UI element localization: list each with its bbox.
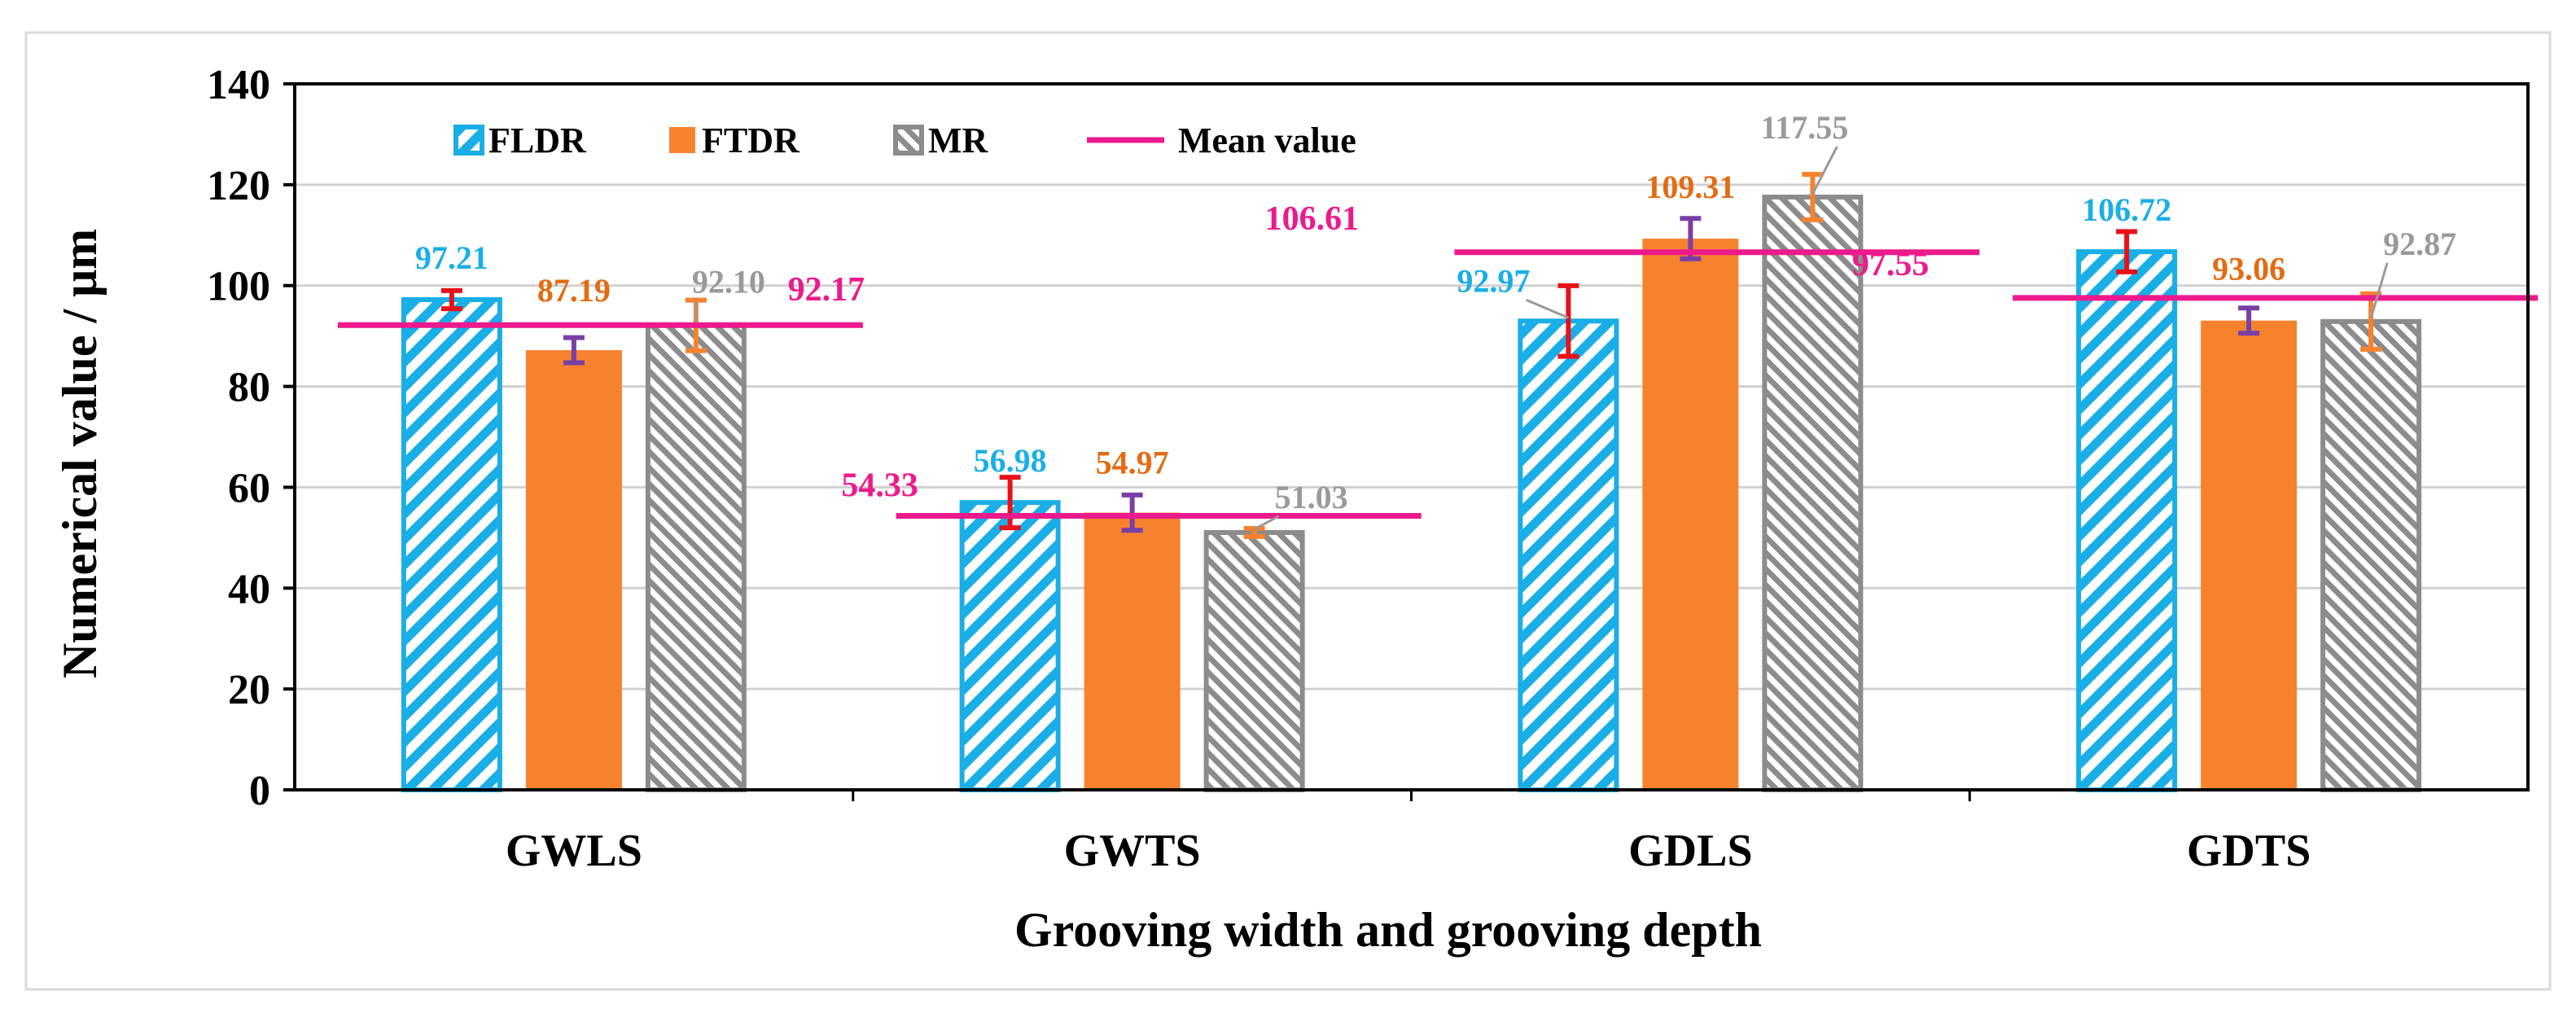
bar-fldr-gdls <box>1518 318 1619 792</box>
legend: FLDR FTDR MR Mean value <box>453 121 1356 160</box>
bar-ftdr-gdts <box>2201 320 2298 790</box>
label-leader <box>1812 146 1838 195</box>
bar-ftdr-gdls <box>1642 239 1739 790</box>
legend-swatch <box>893 125 924 156</box>
mean-label: 97.55 <box>1852 246 1930 283</box>
data-label-mr: 92.10 <box>692 264 765 300</box>
y-tick-label: 20 <box>228 667 270 713</box>
data-label-mr: 92.87 <box>2383 226 2456 262</box>
data-label-ftdr: 93.06 <box>2212 251 2285 287</box>
data-label-ftdr: 54.97 <box>1096 445 1169 481</box>
legend-label: FLDR <box>488 121 587 160</box>
mean-label: 54.33 <box>841 467 918 505</box>
bar-fldr-gwls <box>401 296 502 792</box>
legend-swatch <box>669 127 695 153</box>
bar-ftdr-gwts <box>1084 512 1181 790</box>
y-axis-title: Numerical value / μm <box>53 229 107 678</box>
axes: 0 20 40 60 80 100 120 140 GWLS GWTS GDLS GDTS <box>207 62 2311 876</box>
y-tick-label: 80 <box>228 365 270 411</box>
y-tick-label: 120 <box>207 163 270 209</box>
x-category-label: GDLS <box>1628 826 1753 876</box>
error-bar-ftdr-gwls <box>563 335 585 366</box>
data-label-fldr: 92.97 <box>1457 262 1530 299</box>
bar-mr-gdls <box>1762 195 1864 792</box>
legend-item: MR <box>893 121 989 160</box>
data-label-mr: 117.55 <box>1760 109 1848 146</box>
bar-mr-gdts <box>2320 318 2422 792</box>
error-bar-fldr-gdts <box>2116 229 2138 274</box>
bar-mr-gwls <box>645 322 747 792</box>
error-bar-fldr-gwts <box>999 475 1021 531</box>
bar-mr-gwts <box>1203 529 1305 793</box>
legend-swatch <box>453 125 484 156</box>
label-leader <box>2369 262 2389 319</box>
error-bar-ftdr-gwts <box>1121 492 1143 533</box>
data-label-fldr: 97.21 <box>415 239 488 276</box>
data-label-ftdr: 87.19 <box>537 272 611 309</box>
x-category-label: GDTS <box>2187 826 2311 876</box>
y-tick-label: 100 <box>207 264 270 310</box>
legend-item: Mean value <box>1087 121 1356 160</box>
data-labels: 97.21 56.98 92.97 106.72 87.19 54.97 109.31 93.… <box>415 109 2456 531</box>
label-leader <box>1253 515 1280 531</box>
error-bar-ftdr-gdts <box>2238 305 2260 336</box>
mean-label: 92.17 <box>788 271 865 309</box>
bar-ftdr-gwls <box>525 350 622 790</box>
legend-label: FTDR <box>702 121 800 160</box>
legend-label: MR <box>928 121 989 160</box>
data-label-fldr: 56.98 <box>974 442 1047 479</box>
data-label-fldr: 106.72 <box>2082 191 2171 228</box>
y-tick-label: 60 <box>228 465 270 511</box>
x-category-label: GWLS <box>506 826 642 876</box>
bar-fldr-gdts <box>2076 249 2178 793</box>
error-bar-fldr-gwls <box>440 287 462 312</box>
mean-label: 106.61 <box>1265 200 1360 238</box>
legend-label: Mean value <box>1178 121 1356 160</box>
y-tick-label: 140 <box>207 62 270 108</box>
bar-fldr-gwts <box>959 500 1061 792</box>
data-label-mr: 51.03 <box>1275 479 1348 515</box>
error-bar-fldr-gdls <box>1557 283 1579 359</box>
y-tick-label: 0 <box>249 768 270 814</box>
label-leader <box>1525 298 1569 319</box>
mean-lines <box>337 249 2539 520</box>
data-label-ftdr: 109.31 <box>1645 169 1735 205</box>
legend-item: FTDR <box>669 121 800 160</box>
x-category-label: GWTS <box>1064 826 1201 876</box>
legend-item: FLDR <box>453 121 587 160</box>
x-axis-title: Grooving width and grooving depth <box>1014 903 1762 957</box>
y-tick-label: 40 <box>228 566 270 612</box>
error-bar-mr-gdls <box>1802 172 1824 222</box>
